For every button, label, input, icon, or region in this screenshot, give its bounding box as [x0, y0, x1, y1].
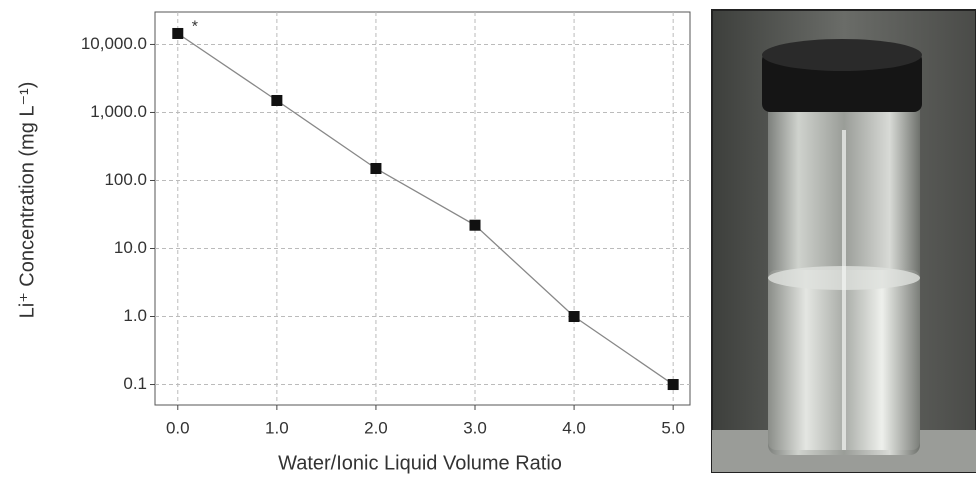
x-tick-label: 5.0: [661, 418, 685, 437]
y-tick-label: 100.0: [104, 170, 147, 189]
y-tick-label: 1,000.0: [90, 102, 147, 121]
x-tick-label: 4.0: [562, 418, 586, 437]
y-tick-label: 10.0: [114, 238, 147, 257]
y-tick-label: 1.0: [123, 306, 147, 325]
vial-photo: [711, 9, 976, 473]
data-point: [370, 163, 382, 175]
data-point: [469, 219, 481, 231]
y-tick-label: 0.1: [123, 374, 147, 393]
data-point: [172, 27, 184, 39]
x-tick-label: 1.0: [265, 418, 289, 437]
y-tick-label: 10,000.0: [81, 34, 147, 53]
y-axis-title: Li⁺ Concentration (mg L⁻¹): [16, 82, 38, 319]
data-point: [271, 94, 283, 106]
data-line: [177, 32, 674, 386]
annotation: *: [192, 19, 198, 36]
data-point: [568, 311, 580, 323]
x-tick-label: 2.0: [364, 418, 388, 437]
x-tick-label: 3.0: [463, 418, 487, 437]
x-tick-label: 0.0: [166, 418, 190, 437]
x-axis-title: Water/Ionic Liquid Volume Ratio: [278, 452, 562, 474]
plot-frame: [154, 11, 691, 406]
data-point: [667, 379, 679, 391]
